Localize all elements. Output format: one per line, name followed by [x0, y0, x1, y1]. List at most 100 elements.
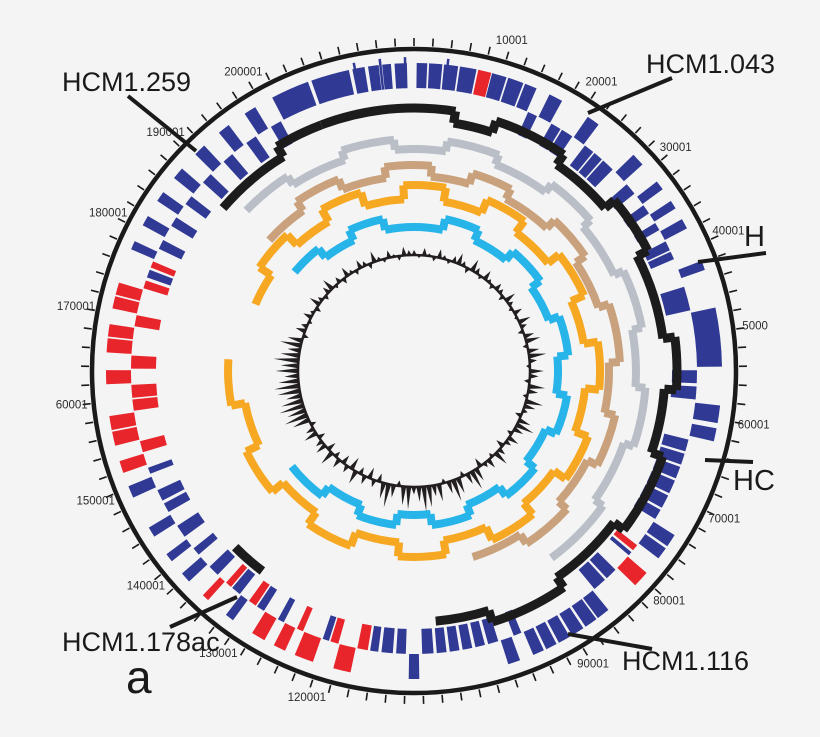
- scale-tick-label: 130001: [199, 648, 237, 660]
- gene-block: [311, 70, 355, 105]
- scale-tick-label: 150001: [77, 496, 115, 508]
- scale-tick: [105, 493, 114, 499]
- gene-block: [128, 476, 156, 498]
- gene-block: [150, 261, 177, 277]
- ring-segment: [413, 103, 457, 116]
- scale-tick: [265, 72, 271, 81]
- ring-segment: [600, 362, 613, 414]
- scale-tick: [450, 40, 454, 49]
- ring-step-connector: [380, 166, 390, 179]
- gene-block: [578, 561, 605, 589]
- ring-segment: [232, 544, 266, 575]
- scale-tick: [459, 692, 463, 701]
- scale-tick: [113, 510, 122, 516]
- scale-tick: [688, 543, 697, 550]
- gene-block: [416, 63, 428, 89]
- scale-tick: [374, 40, 378, 49]
- gene-block: [296, 605, 313, 632]
- ring-step-connector: [269, 479, 286, 495]
- gene-block: [322, 615, 337, 641]
- ring-segment: [605, 302, 624, 363]
- gene-block: [615, 154, 643, 182]
- ring-step-connector: [649, 448, 665, 461]
- gene-block: [166, 539, 192, 562]
- ring-step-connector: [487, 119, 501, 134]
- ring-step-connector: [553, 152, 568, 168]
- gene-block: [456, 66, 477, 94]
- scale-tick: [93, 458, 102, 462]
- gene-block: [119, 453, 147, 473]
- ring-segment: [493, 160, 548, 196]
- ring-step-connector: [357, 191, 369, 208]
- ring-step-connector: [439, 539, 450, 555]
- ring-segment: [620, 455, 667, 533]
- panel-letter: a: [126, 651, 152, 703]
- gene-block: [571, 599, 597, 627]
- gene-spike: [443, 58, 450, 90]
- scale-tick: [109, 235, 118, 240]
- gene-block: [485, 73, 507, 102]
- gene-block: [617, 556, 647, 586]
- scale-tick: [714, 493, 723, 499]
- ring-segment: [256, 231, 291, 270]
- gene-block: [649, 200, 676, 222]
- ring-segment: [241, 402, 263, 448]
- scale-tick-label: 60001: [56, 400, 88, 412]
- ring-step-connector: [551, 467, 568, 483]
- outer-scale-ring: [81, 38, 747, 704]
- gene-callout-line: [567, 632, 653, 651]
- scale-tick: [154, 574, 162, 581]
- scale-tick: [282, 64, 288, 73]
- ring-segment: [521, 468, 558, 507]
- gene-block: [182, 557, 208, 582]
- gene-block: [174, 168, 201, 194]
- scale-tick-label: 120001: [288, 692, 326, 704]
- gene-label: HCM1.259: [62, 67, 191, 97]
- gene-block: [143, 280, 170, 296]
- scale-tick-label: 140001: [127, 581, 165, 593]
- ring-step-connector: [345, 228, 358, 242]
- ring-segment: [347, 215, 384, 234]
- ring-step-connector: [555, 498, 570, 513]
- ring-step-connector: [465, 172, 477, 186]
- gene-block: [163, 491, 191, 512]
- scale-tick: [582, 648, 589, 656]
- gene-label: HCM1.043: [646, 49, 775, 79]
- scale-tick: [469, 42, 473, 51]
- scale-tick: [148, 169, 156, 176]
- scale-tick: [365, 692, 369, 701]
- ring-segment: [319, 188, 363, 214]
- ring-step-connector: [543, 425, 558, 438]
- scale-tick: [729, 289, 738, 293]
- ring-segment: [491, 583, 567, 627]
- gene-block: [139, 435, 167, 453]
- ring-step-connector: [597, 300, 611, 312]
- comparison-ring-black: [219, 103, 682, 627]
- ring-step-connector: [573, 252, 588, 266]
- gene-block: [185, 196, 212, 219]
- gene-block: [148, 514, 176, 537]
- ring-segment: [322, 236, 356, 261]
- scale-tick: [540, 64, 546, 73]
- ring-step-connector: [496, 484, 510, 499]
- scale-tick: [706, 510, 715, 516]
- ring-segment: [294, 218, 331, 249]
- scale-tick: [239, 648, 246, 656]
- gene-block: [158, 240, 186, 260]
- gene-label: HCM1.116: [622, 646, 749, 676]
- ring-step-connector: [542, 181, 555, 195]
- scale-tick: [683, 184, 691, 191]
- ring-segment: [397, 550, 447, 561]
- scale-tick-label: 80001: [653, 596, 685, 608]
- scale-tick: [487, 46, 491, 55]
- gene-block: [678, 260, 705, 279]
- gene-block: [202, 577, 225, 601]
- scale-tick: [698, 527, 706, 533]
- gene-block: [589, 552, 616, 579]
- ring-step-connector: [523, 458, 538, 472]
- gene-block: [396, 628, 407, 654]
- scale-tick: [300, 57, 305, 66]
- comparison-ring-tan: [266, 160, 624, 561]
- scale-tick: [216, 102, 223, 110]
